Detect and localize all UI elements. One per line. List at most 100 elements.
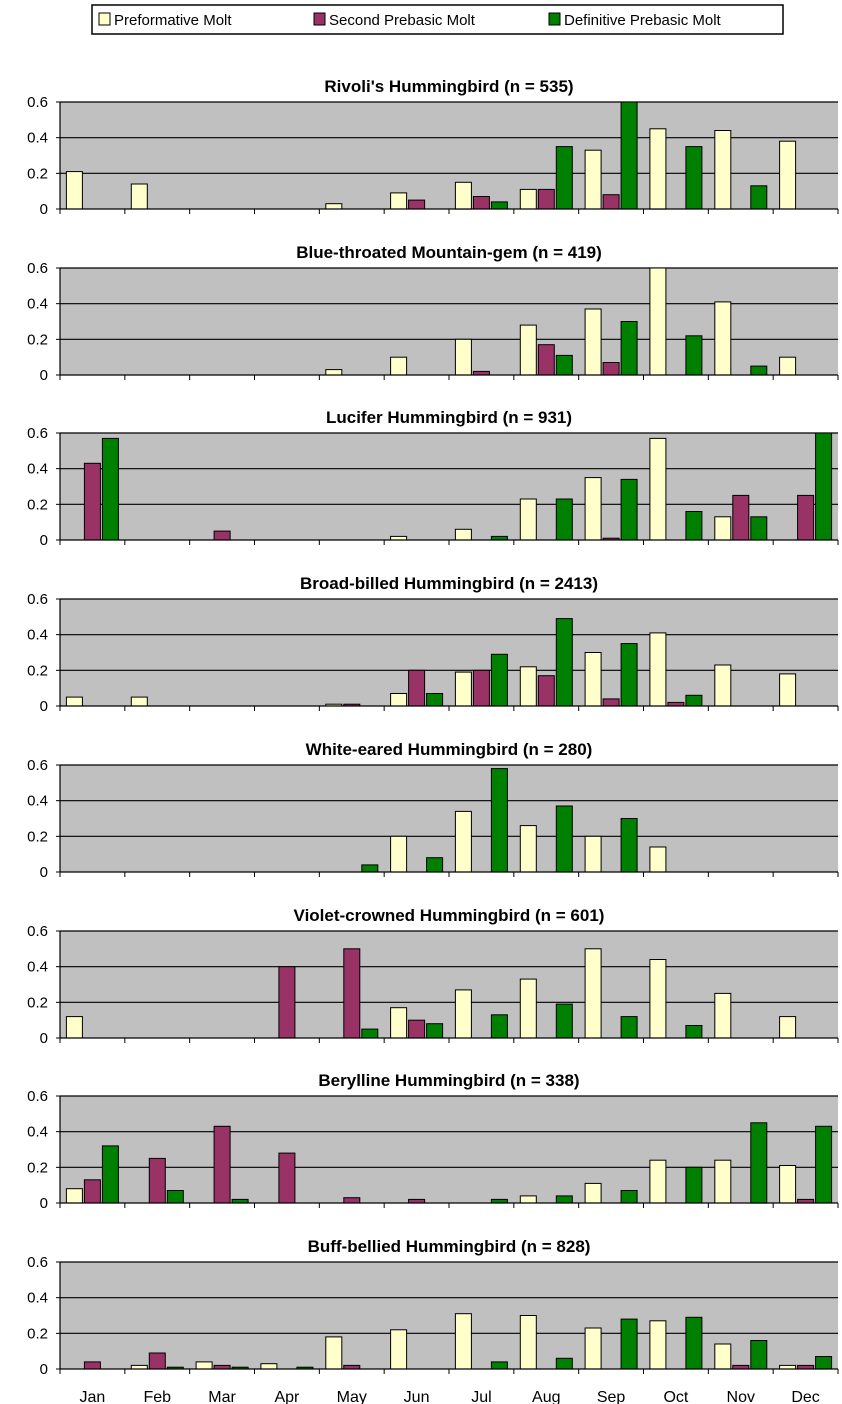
bar-definitive-prebasic-molt-sep <box>620 643 638 707</box>
y-tick-label: 0 <box>40 1361 48 1378</box>
legend-swatch-second-prebasic <box>313 12 326 26</box>
bar-preformative-molt-jun <box>390 1007 408 1039</box>
bar-second-prebasic-molt-aug <box>537 675 555 707</box>
bar-second-prebasic-molt-may <box>343 948 361 1039</box>
panel-blue-throated-mountain-gem: Blue-throated Mountain-gem (n = 419) 0 0.2… <box>27 243 839 384</box>
chart-title: Blue-throated Mountain-gem (n = 419) <box>296 243 602 262</box>
bar-definitive-prebasic-molt-jul <box>490 1014 508 1039</box>
legend-swatch-definitive-prebasic <box>548 12 561 26</box>
panel-broad-billed-hummingbird: Broad-billed Hummingbird (n = 2413) 0 0.2 0… <box>27 574 839 715</box>
x-tick-label: Oct <box>663 1389 688 1404</box>
bar-definitive-prebasic-molt-oct <box>685 694 703 707</box>
bar-definitive-prebasic-molt-sep <box>620 101 638 210</box>
y-tick-label: 0 <box>40 864 48 881</box>
y-tick-label: 0 <box>40 1030 48 1047</box>
bar-second-prebasic-molt-feb <box>148 1352 166 1370</box>
x-tick-label: Nov <box>727 1389 755 1404</box>
y-tick-label: 0.4 <box>27 1290 48 1307</box>
bar-preformative-molt-jan <box>65 1016 83 1039</box>
y-tick-label: 0.6 <box>27 94 48 111</box>
bar-preformative-molt-nov <box>714 992 732 1039</box>
bar-preformative-molt-oct <box>649 1320 667 1370</box>
bar-preformative-molt-jul <box>454 1313 472 1370</box>
bar-definitive-prebasic-molt-may <box>361 864 379 873</box>
bar-definitive-prebasic-molt-sep <box>620 818 638 873</box>
x-tick-label: Aug <box>532 1389 560 1404</box>
x-tick-label: Sep <box>597 1389 626 1404</box>
bar-preformative-molt-jun <box>390 192 408 210</box>
bar-preformative-molt-sep <box>584 652 602 707</box>
plot-area <box>60 931 838 1038</box>
y-tick-label: 0.6 <box>27 425 48 442</box>
bar-definitive-prebasic-molt-oct <box>685 335 703 376</box>
bar-definitive-prebasic-molt-dec <box>815 432 833 541</box>
bar-definitive-prebasic-molt-sep <box>620 1016 638 1039</box>
bar-second-prebasic-molt-mar <box>213 1125 231 1204</box>
panel-berylline-hummingbird: Berylline Hummingbird (n = 338) 0 0.2 0.4 0.… <box>27 1071 839 1212</box>
bar-definitive-prebasic-molt-jun <box>426 693 444 707</box>
plot-area <box>60 1096 838 1203</box>
legend-label-second-prebasic: Second Prebasic Molt <box>329 12 476 29</box>
bar-definitive-prebasic-molt-oct <box>685 146 703 210</box>
legend-swatch-preformative <box>98 12 111 26</box>
y-tick-label: 0.6 <box>27 923 48 940</box>
bar-definitive-prebasic-molt-sep <box>620 1190 638 1204</box>
bar-preformative-molt-may <box>325 1336 343 1370</box>
bar-preformative-molt-aug <box>519 978 537 1039</box>
bar-preformative-molt-jun <box>390 356 408 376</box>
bar-second-prebasic-molt-mar <box>213 530 231 541</box>
plot-area <box>60 599 838 706</box>
bar-second-prebasic-molt-dec <box>797 494 815 541</box>
bar-definitive-prebasic-molt-jun <box>426 1023 444 1039</box>
bar-preformative-molt-sep <box>584 835 602 873</box>
bar-preformative-molt-aug <box>519 498 537 541</box>
panel-lucifer-hummingbird: Lucifer Hummingbird (n = 931) 0 0.2 0.4 0.6 <box>27 408 839 549</box>
bar-preformative-molt-nov <box>714 301 732 376</box>
bar-second-prebasic-molt-aug <box>537 344 555 376</box>
bar-preformative-molt-jan <box>65 171 83 210</box>
bar-second-prebasic-molt-jun <box>408 669 426 707</box>
bar-definitive-prebasic-molt-sep <box>620 478 638 541</box>
bar-definitive-prebasic-molt-nov <box>750 1122 768 1204</box>
y-tick-label: 0.2 <box>27 331 48 348</box>
bar-definitive-prebasic-molt-jul <box>490 653 508 707</box>
y-tick-label: 0 <box>40 1195 48 1212</box>
y-tick-label: 0.2 <box>27 828 48 845</box>
plot-area <box>60 268 838 375</box>
y-tick-label: 0.4 <box>27 130 48 147</box>
bar-preformative-molt-aug <box>519 825 537 873</box>
bar-second-prebasic-molt-apr <box>278 966 296 1039</box>
bar-second-prebasic-molt-jan <box>83 1179 101 1204</box>
y-tick-label: 0.4 <box>27 959 48 976</box>
y-tick-label: 0.4 <box>27 296 48 313</box>
bar-preformative-molt-oct <box>649 632 667 707</box>
bar-preformative-molt-oct <box>649 846 667 873</box>
bar-preformative-molt-jul <box>454 528 472 541</box>
bar-preformative-molt-feb <box>130 183 148 210</box>
chart-title: Violet-crowned Hummingbird (n = 601) <box>294 906 605 925</box>
bar-second-prebasic-molt-jan <box>83 1361 101 1370</box>
bar-definitive-prebasic-molt-aug <box>555 146 573 210</box>
bar-preformative-molt-aug <box>519 324 537 376</box>
bar-preformative-molt-sep <box>584 477 602 541</box>
bar-definitive-prebasic-molt-jul <box>490 768 508 873</box>
y-tick-label: 0.2 <box>27 1159 48 1176</box>
bar-preformative-molt-dec <box>779 1165 797 1204</box>
bar-definitive-prebasic-molt-jul <box>490 1361 508 1370</box>
bar-preformative-molt-nov <box>714 130 732 210</box>
bar-definitive-prebasic-molt-aug <box>555 354 573 376</box>
bar-preformative-molt-jul <box>454 810 472 873</box>
bar-definitive-prebasic-molt-jan <box>101 437 119 541</box>
bar-definitive-prebasic-molt-oct <box>685 1166 703 1204</box>
bar-second-prebasic-molt-jun <box>408 199 426 210</box>
bar-preformative-molt-jun <box>390 693 408 707</box>
bar-preformative-molt-jun <box>390 1329 408 1370</box>
x-tick-label: Dec <box>791 1389 819 1404</box>
plot-area <box>60 765 838 872</box>
y-tick-label: 0.2 <box>27 662 48 679</box>
chart-panels: Rivoli's Hummingbird (n = 535) 0 0.2 0.4 0.6… <box>27 77 839 1404</box>
chart-title: Lucifer Hummingbird (n = 931) <box>326 408 572 427</box>
bar-preformative-molt-apr <box>260 1363 278 1370</box>
bar-second-prebasic-molt-jun <box>408 1019 426 1039</box>
